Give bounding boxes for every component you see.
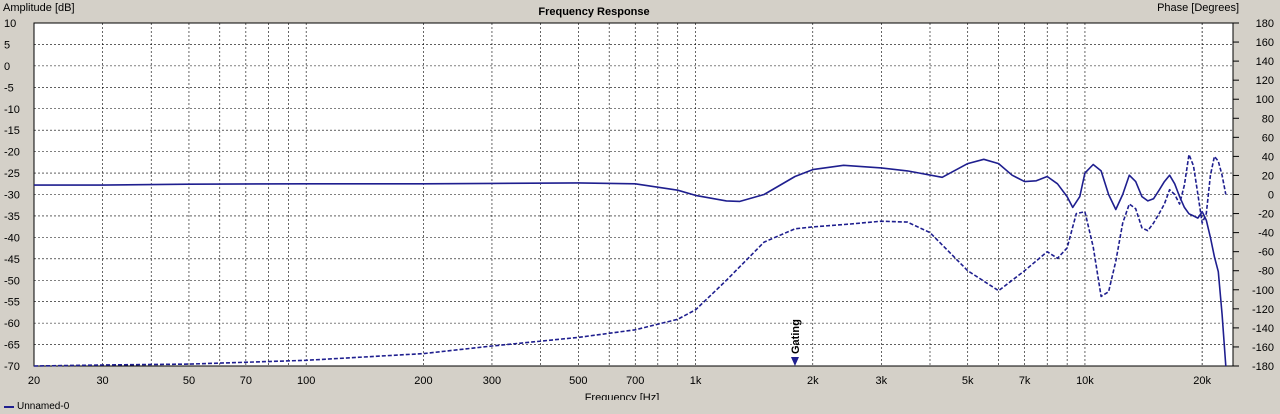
gating-marker [790, 357, 799, 366]
left-tick-label: -50 [4, 275, 20, 287]
x-tick-label: 5k [962, 375, 974, 387]
left-tick-label: -20 [4, 147, 20, 159]
x-tick-label: 70 [240, 375, 252, 387]
right-tick-label: -60 [1258, 247, 1274, 259]
x-tick-label: 100 [297, 375, 315, 387]
right-tick-label: 140 [1256, 56, 1274, 68]
right-tick-label: 120 [1256, 75, 1274, 87]
right-tick-label: -140 [1252, 323, 1274, 335]
plot-area [33, 22, 1234, 367]
left-tick-label: -35 [4, 211, 20, 223]
left-tick-label: -5 [4, 82, 14, 94]
right-axis-ticks: 180 160 140 120 100 80 60 40 20 0 -20 -40 -60 -80 -100… [1233, 18, 1274, 373]
right-tick-label: -40 [1258, 228, 1274, 240]
left-tick-label: -30 [4, 190, 20, 202]
right-tick-label: -20 [1258, 209, 1274, 221]
right-tick-label: 100 [1256, 94, 1274, 106]
series-layer [33, 153, 1227, 367]
left-tick-label: 5 [4, 39, 10, 51]
right-axis-label: Phase [Degrees] [1157, 2, 1239, 14]
left-tick-label: -10 [4, 104, 20, 116]
x-tick-label: 700 [626, 375, 644, 387]
left-axis-ticks: 10 5 0 -5 -10 -15 -20 -25 -30 -35 -40 -45 -50 -55 -60 -… [4, 18, 20, 373]
gating-label: Gating [790, 319, 802, 354]
phase-series-line [33, 153, 1227, 367]
left-tick-label: -65 [4, 340, 20, 352]
legend-swatch [4, 405, 14, 408]
right-tick-label: -100 [1252, 285, 1274, 297]
legend: Unnamed-0 [4, 401, 69, 412]
right-tick-label: 0 [1268, 190, 1274, 202]
right-tick-label: -80 [1258, 266, 1274, 278]
x-tick-label: 3k [876, 375, 888, 387]
right-tick-label: 20 [1262, 170, 1274, 182]
legend-label: Unnamed-0 [17, 401, 70, 412]
left-tick-label: 0 [4, 61, 10, 73]
right-tick-label: -180 [1252, 361, 1274, 373]
x-tick-label: 20k [1193, 375, 1211, 387]
left-tick-label: -55 [4, 297, 20, 309]
left-tick-label: -60 [4, 318, 20, 330]
x-tick-label: 10k [1076, 375, 1094, 387]
x-axis-ticks: 20 30 50 70 100 200 300 500 700 1k 2k 3k 5k 7k 10k 20k [28, 375, 1212, 387]
annotation-layer: Gating [790, 319, 802, 366]
left-axis-label: Amplitude [dB] [3, 2, 75, 14]
chart-title: Frequency Response [538, 6, 649, 18]
x-tick-label: 20 [28, 375, 40, 387]
left-tick-label: -25 [4, 168, 20, 180]
right-tick-label: -120 [1252, 304, 1274, 316]
right-tick-label: -160 [1252, 342, 1274, 354]
left-tick-label: -40 [4, 232, 20, 244]
x-tick-label: 300 [483, 375, 501, 387]
x-axis-label: Frequency [Hz] [585, 392, 660, 400]
left-tick-label: -70 [4, 361, 20, 373]
x-tick-label: 30 [96, 375, 108, 387]
right-tick-label: 40 [1262, 151, 1274, 163]
x-tick-label: 50 [183, 375, 195, 387]
x-tick-label: 500 [569, 375, 587, 387]
left-tick-label: -15 [4, 125, 20, 137]
right-tick-label: 60 [1262, 132, 1274, 144]
x-tick-label: 7k [1019, 375, 1031, 387]
left-tick-label: 10 [4, 18, 16, 30]
left-tick-label: -45 [4, 254, 20, 266]
right-tick-label: 80 [1262, 113, 1274, 125]
frequency-response-chart: 1050-5-10-15-20-25-30-35-40-45-50-55-60-… [3, 2, 1274, 400]
x-tick-label: 200 [414, 375, 432, 387]
right-tick-label: 180 [1256, 18, 1274, 30]
right-tick-label: 160 [1256, 37, 1274, 49]
x-tick-label: 2k [807, 375, 819, 387]
amplitude-series-line [34, 158, 1227, 367]
x-tick-label: 1k [690, 375, 702, 387]
